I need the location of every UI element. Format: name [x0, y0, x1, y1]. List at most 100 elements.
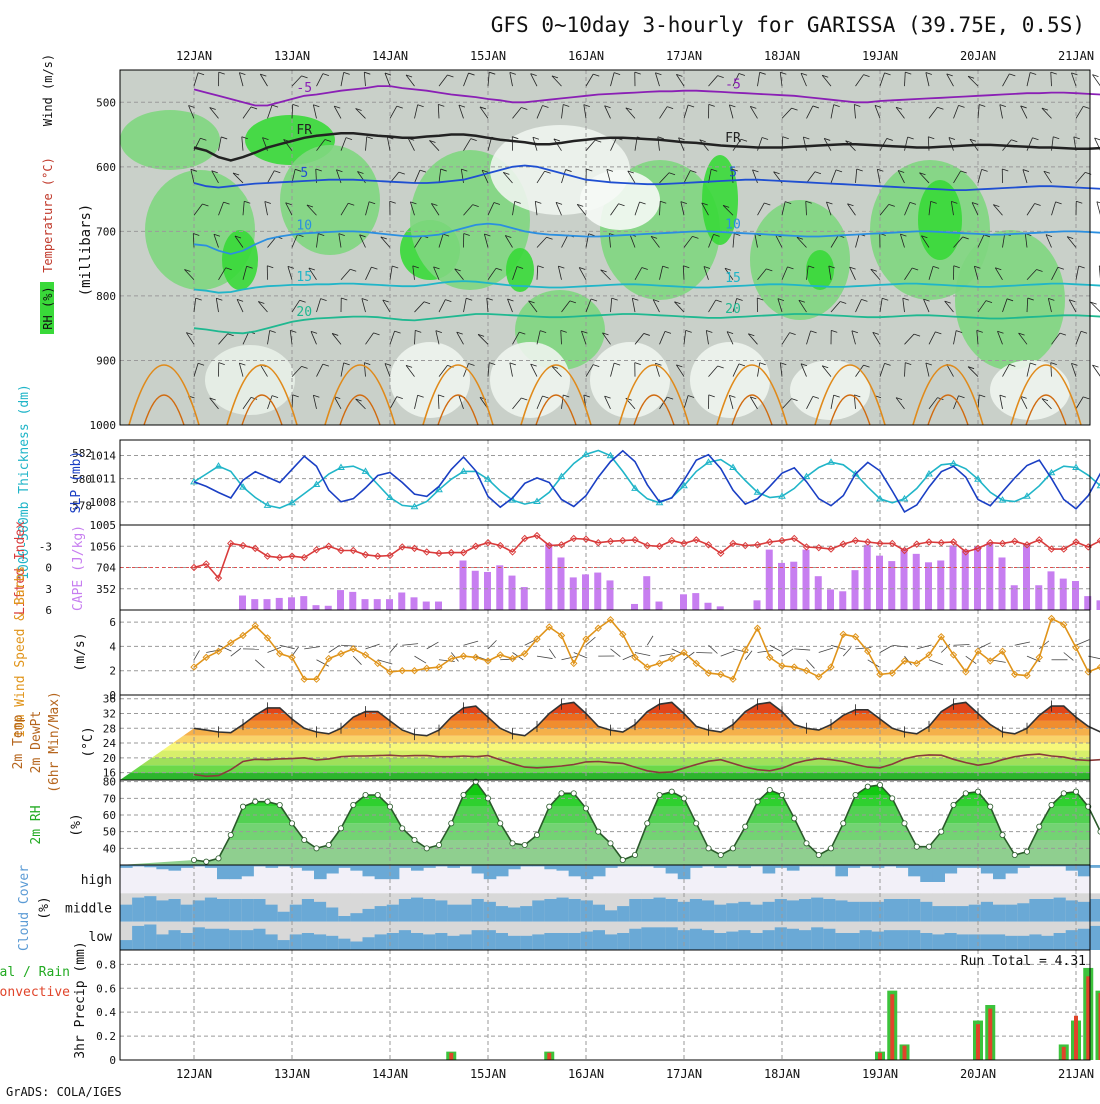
cloud-low-cell [1005, 936, 1018, 950]
cloud-middle-cell [617, 906, 630, 922]
rh-point [706, 846, 711, 851]
rh-point [1012, 852, 1017, 857]
isotherm-label: 15 [725, 271, 741, 286]
isotherm-label: FR [725, 131, 741, 146]
cloud-high-cell [1005, 865, 1018, 874]
cloud-low-cell [435, 933, 448, 950]
cape-bar [411, 597, 418, 610]
cape-bar [496, 565, 503, 610]
rh-point [449, 821, 454, 826]
cape-bar [288, 597, 295, 610]
cloud-low-cell [981, 934, 994, 950]
rh-point [596, 829, 601, 834]
cloud-low-cell [387, 933, 400, 950]
date-label-bottom: 18JAN [764, 1067, 800, 1081]
cloud-middle-cell [993, 905, 1006, 922]
cape-bar [705, 603, 712, 610]
cloud-middle-cell [775, 899, 788, 922]
cloud-middle-cell [787, 900, 800, 921]
cape-bar [925, 562, 932, 610]
y-tick-label: 50 [103, 826, 116, 839]
y-tick-label: 32 [103, 707, 116, 720]
cloud-middle-cell [484, 902, 497, 922]
cloud-middle-cell [217, 899, 230, 922]
cloud-low-cell [120, 940, 133, 950]
cape-bar [803, 550, 810, 610]
y-tick-label: 0.6 [96, 982, 116, 995]
rh-point [914, 844, 919, 849]
cloud-level-label: middle [65, 902, 112, 917]
cloud-high-cell [945, 865, 958, 874]
rh-point [1000, 832, 1005, 837]
cape-bar [484, 572, 491, 610]
wind10m-barb [1015, 642, 1030, 645]
cloud-middle-cell [278, 912, 291, 922]
wind10m-barb [647, 636, 653, 645]
isotherm-label: 20 [296, 305, 312, 320]
cape-bar [374, 599, 381, 610]
cape-bar [754, 600, 761, 610]
rh-point [620, 857, 625, 862]
rh-shade [390, 342, 470, 418]
rh-point [804, 841, 809, 846]
y-tick-label: 1011 [90, 473, 117, 486]
y-tick-label: 20 [103, 752, 116, 765]
cloud-low-cell [932, 934, 945, 950]
cape-bar [558, 557, 565, 610]
cloud-high-cell [581, 865, 594, 879]
cloud-middle-cell [411, 898, 424, 922]
cloud-low-cell [1078, 929, 1091, 950]
cloud-high-cell [569, 865, 582, 876]
cloud-middle-cell [641, 899, 654, 922]
y-tick-label: 2 [109, 665, 116, 678]
panel-side-label: (°C) [81, 726, 96, 757]
wind10m-barb [635, 653, 650, 656]
precip-convective-bar [890, 994, 894, 1060]
cloud-low-cell [617, 933, 630, 950]
cloud-high-cell [787, 865, 800, 871]
rh-shade [280, 145, 380, 255]
cape-bar [1072, 581, 1079, 610]
rh-point [534, 832, 539, 837]
precip-convective-bar [976, 1024, 980, 1060]
wind10m-barb [954, 645, 970, 646]
cloud-high-cell [932, 865, 945, 882]
y-tick-label: 0.8 [96, 958, 116, 971]
y-tick-label: 0.2 [96, 1030, 116, 1043]
wind10m-barb [782, 649, 793, 656]
rh-point [645, 821, 650, 826]
temp-band-group [120, 695, 1090, 780]
cloud-high-cell [1090, 865, 1100, 868]
date-label-bottom: 16JAN [568, 1067, 604, 1081]
rh-point [351, 802, 356, 807]
cloud-high-cell [375, 865, 388, 879]
cloud-middle-cell [399, 899, 412, 922]
panel-side-label: (6hr Min/Max) [47, 691, 62, 793]
cloud-low-cell [1054, 933, 1067, 950]
rh-point [853, 792, 858, 797]
cloud-low-cell [508, 936, 521, 950]
cape-bar [692, 593, 699, 610]
cape-bar [999, 557, 1006, 610]
cloud-high-cell [302, 865, 315, 871]
cloud-middle-cell [253, 899, 266, 922]
cloud-middle-cell [811, 898, 824, 922]
cloud-low-cell [896, 930, 909, 950]
temp-band [120, 765, 1090, 772]
cloud-middle-cell [581, 900, 594, 921]
y-tick-label: -3 [39, 540, 52, 553]
chart-title: GFS 0~10day 3-hourly for GARISSA (39.75E… [491, 13, 1085, 37]
cloud-low-cell [496, 933, 509, 950]
cloud-low-cell [1042, 936, 1055, 950]
cloud-low-cell [629, 929, 642, 950]
cape-bar [276, 598, 283, 610]
cloud-middle-cell [338, 916, 351, 922]
cloud-middle-cell [375, 906, 388, 922]
date-label-top: 20JAN [960, 49, 996, 63]
cloud-high-cell [229, 865, 242, 879]
rh-point [253, 799, 258, 804]
y-tick-label: 0 [109, 1054, 116, 1067]
y-tick-label: 0.4 [96, 1006, 116, 1019]
panel-side-label: SLP (mb) [69, 451, 84, 514]
cape-bar [901, 548, 908, 610]
